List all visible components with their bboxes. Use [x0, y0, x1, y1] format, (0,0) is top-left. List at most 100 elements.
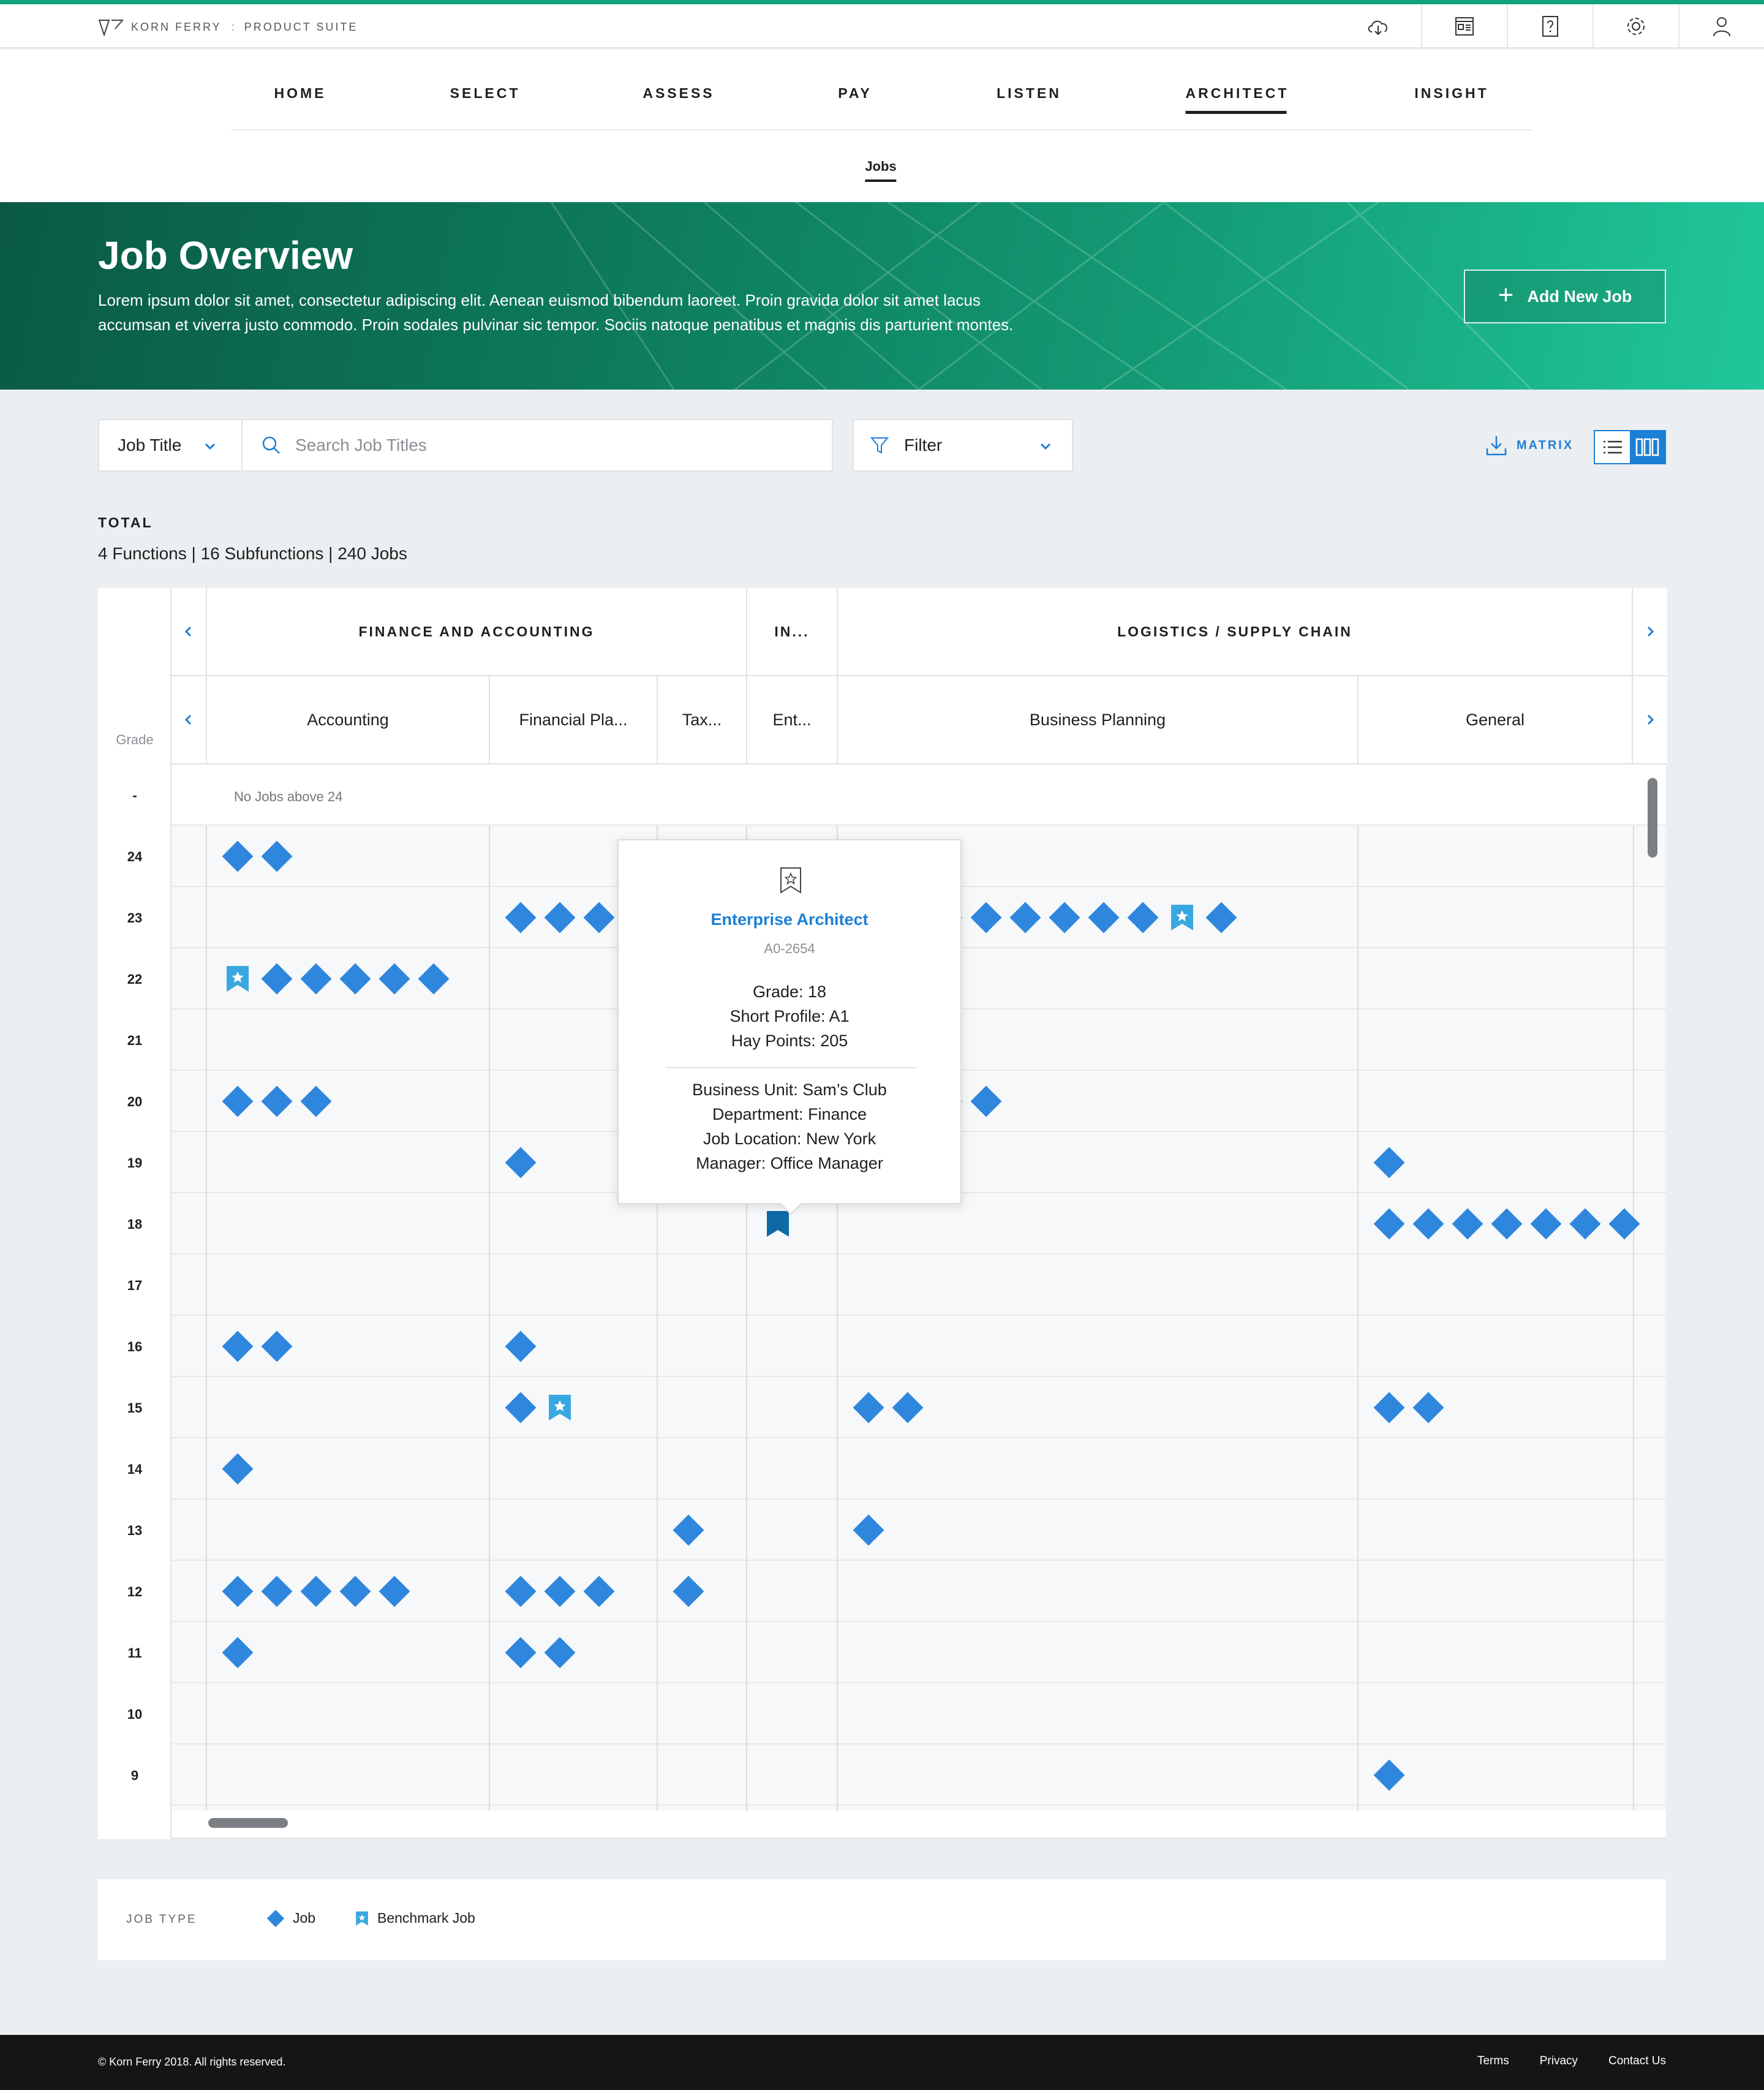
add-new-job-button[interactable]: + Add New Job [1464, 270, 1666, 323]
function-prev-button[interactable] [172, 588, 206, 675]
column-divider [657, 826, 658, 1811]
nav-assess[interactable]: ASSESS [643, 85, 715, 101]
column-divider [489, 826, 490, 1811]
function-finance-accounting[interactable]: FINANCE AND ACCOUNTING [206, 588, 746, 675]
subfunction-ent[interactable]: Ent... [746, 676, 837, 763]
search-field-select[interactable]: Job Title [98, 419, 243, 472]
footer: © Korn Ferry 2018. All rights reserved. … [0, 2035, 1764, 2090]
column-divider [1633, 826, 1634, 1811]
tooltip-business-unit: Business Unit: Sam’s Club [692, 1081, 887, 1099]
grade-label: 19 [127, 1155, 143, 1171]
tooltip-manager: Manager: Office Manager [696, 1154, 883, 1172]
help-button[interactable] [1507, 4, 1593, 48]
vertical-scrollbar[interactable] [1648, 778, 1657, 858]
grade-row [172, 1438, 1666, 1500]
settings-button[interactable] [1593, 4, 1678, 48]
footer-link-contact[interactable]: Contact Us [1608, 2054, 1666, 2067]
filter-select[interactable]: Filter [853, 419, 1073, 472]
subfunction-tax[interactable]: Tax... [657, 676, 746, 763]
column-divider [837, 826, 838, 1811]
legend-label: JOB TYPE [126, 1913, 197, 1926]
benchmark-job-marker[interactable] [548, 1394, 572, 1422]
grade-label: 11 [127, 1645, 142, 1661]
grade-row [172, 1683, 1666, 1745]
function-logistics-supply-chain[interactable]: LOGISTICS / SUPPLY CHAIN [837, 588, 1633, 675]
grade-row [172, 1316, 1666, 1377]
topbar-icons [1335, 4, 1764, 48]
function-header-row: FINANCE AND ACCOUNTING IN... LOGISTICS /… [172, 588, 1667, 676]
grade-label: - [132, 788, 137, 803]
nav-select[interactable]: SELECT [450, 85, 521, 101]
nav-architect[interactable]: ARCHITECT [1185, 85, 1289, 114]
tooltip-job-code: A0-2654 [764, 941, 815, 956]
grade-label: 20 [127, 1094, 143, 1109]
nav-home[interactable]: HOME [274, 85, 326, 101]
grade-row [172, 1254, 1666, 1316]
matrix-view-button[interactable] [1630, 431, 1665, 463]
nav-insight[interactable]: INSIGHT [1414, 85, 1489, 101]
user-button[interactable] [1678, 4, 1764, 48]
tooltip-divider [665, 1067, 916, 1068]
grade-label: 10 [127, 1707, 143, 1722]
tooltip-job-title[interactable]: Enterprise Architect [710, 910, 869, 929]
benchmark-icon [1171, 905, 1193, 930]
matrix-download-button[interactable]: MATRIX [1485, 434, 1574, 457]
grade-column: Grade - 24 23 22 21 20 19 18 17 16 15 14 13 12 11 10 9 [98, 588, 172, 1839]
search-field-label: Job Title [118, 436, 182, 455]
horizontal-scrollbar[interactable] [208, 1818, 288, 1828]
list-view-button[interactable] [1595, 431, 1630, 463]
top-accent-line [0, 0, 1764, 4]
matrix-view-icon [1635, 438, 1659, 456]
dashboard-button[interactable] [1421, 4, 1507, 48]
grade-row [172, 1745, 1666, 1806]
job-type-legend: JOB TYPE Job Benchmark Job [98, 1879, 1666, 1960]
cloud-download-icon [1368, 20, 1387, 36]
column-divider [746, 826, 747, 1811]
function-next-button[interactable] [1633, 588, 1667, 675]
no-jobs-message: No Jobs above 24 [234, 789, 343, 804]
benchmark-job-marker[interactable] [1170, 904, 1194, 932]
nav-pay[interactable]: PAY [838, 85, 872, 101]
grade-row [172, 1193, 1666, 1254]
grade-label: 21 [127, 1033, 143, 1048]
chevron-down-icon [205, 443, 216, 450]
benchmark-job-marker[interactable] [766, 1210, 790, 1238]
legend-job: Job [266, 1909, 315, 1927]
brand-separator: : [231, 20, 235, 33]
footer-links: Terms Privacy Contact Us [1477, 2054, 1666, 2068]
footer-link-privacy[interactable]: Privacy [1539, 2054, 1578, 2067]
function-in[interactable]: IN... [746, 588, 837, 675]
subfunction-accounting[interactable]: Accounting [206, 676, 489, 763]
subfunction-next-button[interactable] [1633, 676, 1667, 763]
benchmark-icon [356, 1911, 368, 1926]
benchmark-job-marker[interactable] [225, 965, 250, 993]
top-bar: KORN FERRY : PRODUCT SUITE [0, 4, 1764, 48]
search-box [241, 419, 833, 472]
chevron-left-icon [184, 714, 192, 725]
footer-link-terms[interactable]: Terms [1477, 2054, 1509, 2067]
filter-label: Filter [904, 436, 943, 455]
search-input[interactable] [295, 436, 785, 455]
brand-name: KORN FERRY [131, 20, 222, 33]
navigation-area: HOME SELECT ASSESS PAY LISTEN ARCHITECT … [0, 50, 1764, 202]
filter-icon [870, 437, 889, 454]
hero-banner: Job Overview Lorem ipsum dolor sit amet,… [0, 202, 1764, 390]
subfunction-business-planning[interactable]: Business Planning [837, 676, 1357, 763]
subfunction-financial-planning[interactable]: Financial Pla... [489, 676, 657, 763]
benchmark-icon [549, 1395, 571, 1420]
subfunction-general[interactable]: General [1357, 676, 1633, 763]
grade-label: 24 [127, 849, 143, 864]
benchmark-icon [767, 1211, 789, 1237]
tooltip-location: Job Location: New York [703, 1130, 876, 1148]
download-button[interactable] [1335, 4, 1421, 48]
grade-header: Grade [116, 732, 154, 747]
nav-listen[interactable]: LISTEN [997, 85, 1061, 101]
matrix-label: MATRIX [1517, 438, 1574, 452]
plus-icon: + [1498, 280, 1514, 310]
korn-ferry-logo-icon [98, 20, 124, 36]
column-divider [1357, 826, 1359, 1811]
brand[interactable]: KORN FERRY : PRODUCT SUITE [98, 18, 358, 36]
hero-pattern [550, 202, 1532, 390]
subfunction-prev-button[interactable] [172, 676, 206, 763]
subnav-jobs[interactable]: Jobs [865, 159, 897, 182]
